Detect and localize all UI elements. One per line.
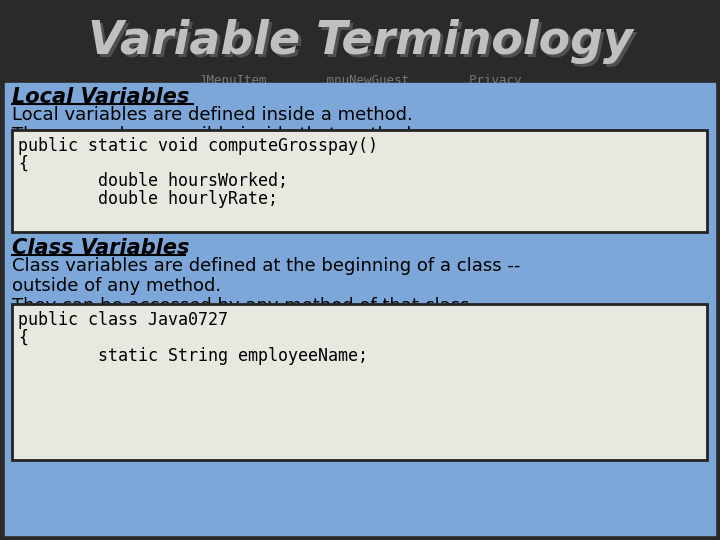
Text: They can be accessed by any method of that class.: They can be accessed by any method of th… — [12, 297, 475, 315]
Text: Class Variables: Class Variables — [12, 238, 189, 258]
Text: static String employeeName;: static String employeeName; — [18, 347, 368, 365]
Text: Local Variables: Local Variables — [12, 87, 189, 107]
Text: {: { — [18, 329, 28, 347]
Bar — [12, 130, 707, 232]
Text: public static void computeGrosspay(): public static void computeGrosspay() — [18, 137, 378, 155]
Bar — [12, 304, 707, 460]
Text: Class variables are defined at the beginning of a class --: Class variables are defined at the begin… — [12, 257, 521, 275]
Bar — [12, 304, 707, 460]
Text: double hoursWorked;: double hoursWorked; — [18, 172, 288, 190]
Text: Variable Terminology: Variable Terminology — [91, 22, 636, 67]
Text: {: { — [18, 155, 28, 173]
Text: public class Java0727: public class Java0727 — [18, 311, 228, 329]
Text: Local variables are defined inside a method.: Local variables are defined inside a met… — [12, 106, 413, 124]
Text: outside of any method.: outside of any method. — [12, 277, 221, 295]
Text: double hourlyRate;: double hourlyRate; — [18, 190, 278, 208]
Text: JMenuItem        mnuNewGuest        Privacy: JMenuItem mnuNewGuest Privacy — [199, 74, 521, 87]
Bar — [5, 83, 715, 535]
Bar — [12, 130, 707, 232]
Text: Variable Terminology: Variable Terminology — [88, 19, 632, 64]
Text: They are only accessible inside that method.: They are only accessible inside that met… — [12, 126, 417, 144]
